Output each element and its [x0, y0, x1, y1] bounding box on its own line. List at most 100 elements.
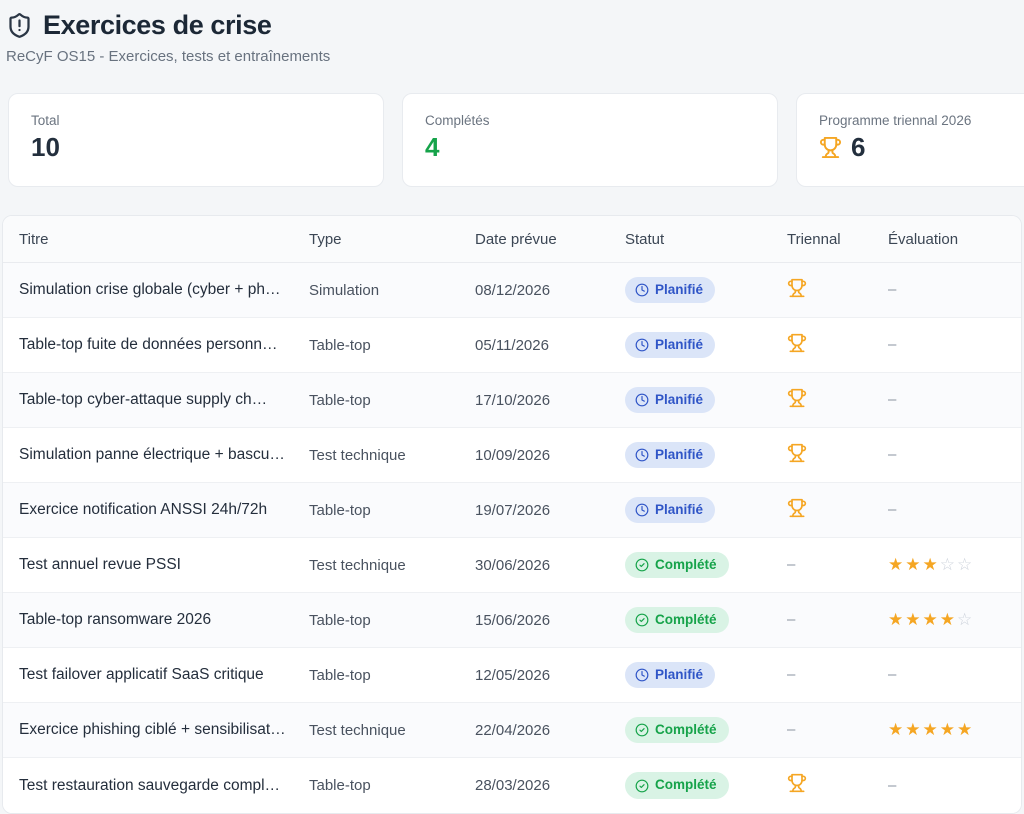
triennal-cell: – [787, 556, 888, 574]
status-badge: Complété [625, 551, 729, 579]
trophy-icon [787, 498, 807, 518]
exercise-title: Table-top ransomware 2026 [19, 611, 212, 628]
status-label: Planifié [655, 391, 704, 407]
rating-cell: – [888, 501, 1021, 519]
table-row[interactable]: Table-top fuite de données personn… Tabl… [3, 318, 1021, 373]
clock-icon [635, 503, 649, 517]
status-cell: Planifié [625, 496, 787, 524]
exercise-type: Test technique [309, 556, 406, 574]
triennal-cell: – [787, 666, 888, 684]
status-badge: Planifié [625, 276, 716, 304]
trophy-icon [787, 388, 807, 408]
triennal-cell [787, 773, 888, 798]
exercise-title: Test restauration sauvegarde compl… [19, 776, 281, 794]
exercise-type: Simulation [309, 281, 380, 299]
status-label: Complété [655, 721, 717, 737]
column-header-statut: Statut [625, 230, 665, 248]
exercise-type: Table-top [309, 501, 371, 519]
table-header: Titre Type Date prévue Statut Triennal É… [3, 216, 1021, 263]
triennal-cell [787, 443, 888, 468]
status-cell: Complété [625, 716, 787, 744]
star-rating: ★★★★☆ [888, 610, 974, 630]
triennal-cell: – [787, 611, 888, 629]
status-cell: Complété [625, 772, 787, 799]
rating-cell: ★★★★★ [888, 720, 1021, 740]
stat-value: 10 [31, 132, 60, 162]
dash: – [787, 721, 796, 738]
status-label: Complété [655, 777, 717, 793]
status-badge: Planifié [625, 496, 716, 524]
rating-cell: – [888, 666, 1021, 684]
table-row[interactable]: Simulation crise globale (cyber + ph… Si… [3, 263, 1021, 318]
triennal-cell [787, 278, 888, 303]
table-row[interactable]: Table-top ransomware 2026 Table-top 15/0… [3, 593, 1021, 648]
rating-cell: – [888, 777, 1021, 795]
page-header: Exercices de crise ReCyF OS15 - Exercice… [0, 0, 1024, 65]
status-cell: Planifié [625, 331, 787, 359]
status-label: Planifié [655, 666, 704, 682]
rating-cell: – [888, 336, 1021, 354]
rating-cell: – [888, 281, 1021, 299]
shield-alert-icon [6, 12, 33, 39]
table-row[interactable]: Exercice notification ANSSI 24h/72h Tabl… [3, 483, 1021, 538]
status-cell: Planifié [625, 386, 787, 414]
status-label: Complété [655, 556, 717, 572]
exercise-type: Test technique [309, 446, 406, 464]
trophy-icon [819, 136, 842, 159]
table-row[interactable]: Test failover applicatif SaaS critique T… [3, 648, 1021, 703]
table-row[interactable]: Test annuel revue PSSI Test technique 30… [3, 538, 1021, 593]
exercise-date: 12/05/2026 [475, 666, 551, 684]
column-header-evaluation: Évaluation [888, 230, 959, 248]
status-cell: Planifié [625, 276, 787, 304]
status-label: Complété [655, 611, 717, 627]
status-label: Planifié [655, 281, 704, 297]
dash: – [888, 446, 897, 463]
triennal-cell [787, 388, 888, 413]
stat-value: 4 [425, 132, 440, 162]
triennal-cell [787, 498, 888, 523]
table-row[interactable]: Exercice phishing ciblé + sensibilisat… … [3, 703, 1021, 758]
exercise-date: 15/06/2026 [475, 611, 551, 629]
stat-label: Programme triennal 2026 [819, 113, 972, 128]
table-row[interactable]: Table-top cyber-attaque supply ch… Table… [3, 373, 1021, 428]
dash: – [787, 611, 796, 628]
column-header-titre: Titre [19, 230, 49, 248]
exercise-title: Table-top fuite de données personn… [19, 336, 278, 353]
check-circle-icon [635, 723, 649, 737]
stars-empty: ☆ [956, 610, 975, 630]
exercise-date: 17/10/2026 [475, 391, 551, 409]
dash: – [888, 776, 897, 794]
status-cell: Complété [625, 606, 787, 634]
stat-card-total: Total 10 [8, 93, 384, 187]
exercise-date: 19/07/2026 [475, 501, 551, 519]
status-badge: Planifié [625, 661, 716, 689]
rating-cell: – [888, 446, 1021, 464]
dash: – [888, 391, 897, 408]
exercise-title: Simulation panne électrique + bascu… [19, 446, 285, 463]
status-cell: Planifié [625, 661, 787, 689]
stars-empty: ☆☆ [939, 555, 975, 575]
exercise-date: 10/09/2026 [475, 446, 551, 464]
exercise-date: 30/06/2026 [475, 556, 551, 574]
clock-icon [635, 338, 649, 352]
stats-cards: Total 10 Complétés 4 Programme triennal … [8, 93, 1024, 187]
exercise-type: Table-top [309, 391, 371, 409]
check-circle-icon [635, 613, 649, 627]
clock-icon [635, 668, 649, 682]
exercises-table: Titre Type Date prévue Statut Triennal É… [2, 215, 1022, 814]
check-circle-icon [635, 558, 649, 572]
status-label: Planifié [655, 336, 704, 352]
exercise-type: Table-top [309, 666, 371, 684]
exercise-title: Simulation crise globale (cyber + ph… [19, 281, 281, 298]
table-row[interactable]: Simulation panne électrique + bascu… Tes… [3, 428, 1021, 483]
table-row[interactable]: Test restauration sauvegarde compl… Tabl… [3, 758, 1021, 813]
column-header-triennal: Triennal [787, 230, 841, 248]
stat-label: Complétés [425, 113, 490, 128]
star-rating: ★★★★★ [888, 720, 974, 740]
column-header-date-prevue: Date prévue [475, 230, 557, 248]
status-badge: Complété [625, 716, 729, 744]
status-badge: Planifié [625, 441, 716, 469]
rating-cell: ★★★☆☆ [888, 555, 1021, 575]
stars-filled: ★★★ [888, 555, 940, 575]
